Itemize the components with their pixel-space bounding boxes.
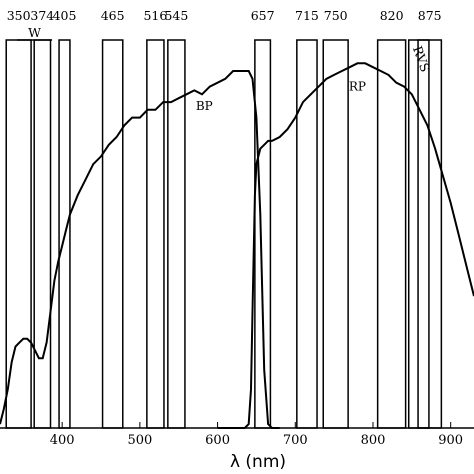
x-tick-label-400: 400 [50, 433, 75, 448]
x-tick-label-600: 600 [205, 433, 230, 448]
filter-label-820: 820 [380, 8, 404, 23]
filter-label-350: 350 [7, 8, 31, 23]
filter-band-820 [376, 39, 407, 429]
filter-label-W: W [28, 25, 41, 40]
filter-band-875 [417, 39, 443, 429]
filter-label-657: 657 [251, 8, 275, 23]
filter-label-374: 374 [30, 8, 54, 23]
x-tick-label-800: 800 [361, 433, 386, 448]
filter-label-875: 875 [418, 8, 442, 23]
x-tick-label-700: 700 [283, 433, 308, 448]
filter-label-516: 516 [143, 8, 167, 23]
filter-label-715: 715 [295, 8, 319, 23]
labels: λ (nm) [230, 452, 286, 472]
filter-band-374 [33, 39, 52, 429]
filter-label-545: 545 [164, 8, 188, 23]
filter-band-465 [101, 39, 124, 429]
filter-band-RVS [407, 39, 430, 429]
series-label-BP: BP [196, 99, 213, 113]
filter-band-657 [254, 39, 272, 429]
filter-label-750: 750 [324, 8, 348, 23]
filter-label-465: 465 [101, 8, 125, 23]
x-axis-label: λ (nm) [230, 452, 286, 472]
curve-BP [0, 70, 280, 429]
passband-curves: BP RP [0, 62, 474, 429]
filter-band-750 [322, 39, 349, 429]
filter-band-545 [167, 39, 186, 429]
filter-label-405: 405 [53, 8, 77, 23]
filter-band-516 [146, 39, 165, 429]
x-tick-label-900: 900 [438, 433, 463, 448]
curve-RP [217, 62, 474, 429]
series-label-RP: RP [349, 79, 366, 93]
x-tick-label-500: 500 [127, 433, 152, 448]
axes: 400 500 600 700 800 900 [0, 422, 474, 448]
